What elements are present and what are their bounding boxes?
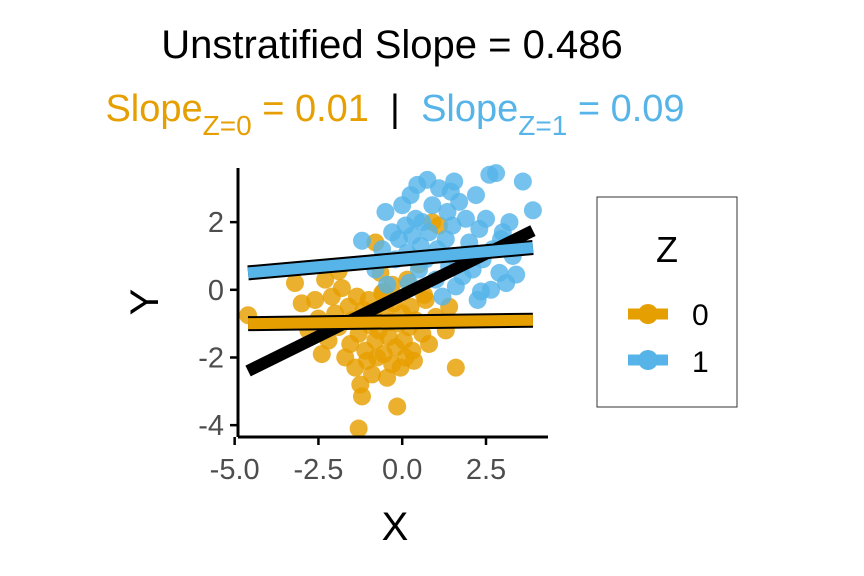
y-tick-label: -4 bbox=[198, 410, 224, 442]
point-z1-54 bbox=[418, 170, 437, 189]
point-z1-59 bbox=[401, 186, 420, 205]
point-z1-33 bbox=[456, 209, 475, 228]
point-z1-3 bbox=[376, 202, 395, 221]
x-axis-title: X bbox=[382, 505, 409, 549]
fit-lines-layer bbox=[245, 225, 536, 377]
point-z1-36 bbox=[466, 186, 485, 205]
x-tick-label: 0.0 bbox=[382, 454, 422, 486]
point-z0-63 bbox=[349, 419, 368, 438]
point-z0-26 bbox=[363, 365, 382, 384]
point-z1-18 bbox=[420, 223, 439, 242]
subtitle-z1-word: Slope bbox=[421, 88, 518, 130]
x-tick-label: -5.0 bbox=[210, 454, 260, 486]
point-z0-6 bbox=[316, 270, 335, 289]
subtitle-z1-value: = 0.09 bbox=[567, 88, 684, 130]
legend-title: Z bbox=[656, 229, 678, 270]
point-z0-62 bbox=[446, 358, 465, 377]
x-tick-label: 2.5 bbox=[466, 454, 506, 486]
point-z1-50 bbox=[513, 172, 532, 191]
point-z1-27 bbox=[443, 216, 462, 235]
point-z0-56 bbox=[420, 334, 439, 353]
point-z0-49 bbox=[401, 297, 420, 316]
point-z1-43 bbox=[487, 164, 506, 183]
point-z1-25 bbox=[438, 202, 457, 221]
x-ticks: -5.0 -2.5 0.0 2.5 bbox=[210, 437, 506, 486]
subtitle-z0: SlopeZ=0 = 0.01 bbox=[105, 88, 379, 141]
point-z1-40 bbox=[477, 209, 495, 228]
legend-box bbox=[596, 196, 738, 408]
subtitle-z0-word: Slope bbox=[105, 88, 202, 130]
point-z1-55 bbox=[378, 275, 397, 294]
y-tick-label: -2 bbox=[198, 342, 224, 374]
legend-label-1: 1 bbox=[692, 346, 709, 379]
point-z0-66 bbox=[312, 345, 331, 364]
legend-key-0 bbox=[628, 304, 668, 324]
subtitle-z1-subscript: Z=1 bbox=[518, 110, 567, 141]
point-z1-19 bbox=[423, 196, 442, 215]
point-z0-20 bbox=[353, 387, 371, 406]
fit-line-0 bbox=[247, 314, 533, 330]
chart-title: Unstratified Slope = 0.486 bbox=[161, 23, 622, 67]
point-z1-23 bbox=[433, 287, 452, 306]
legend-key-1 bbox=[628, 350, 668, 370]
point-z1-0 bbox=[353, 231, 371, 250]
legend-key-1-point bbox=[638, 350, 658, 370]
point-z1-51 bbox=[523, 201, 542, 220]
subtitle-z0-subscript: Z=0 bbox=[203, 110, 252, 141]
y-ticks: -4 -2 0 2 bbox=[198, 207, 238, 442]
y-tick-label: 2 bbox=[208, 207, 224, 239]
y-axis-title: Y bbox=[123, 289, 167, 316]
subtitle-z0-value: = 0.01 bbox=[252, 88, 369, 130]
point-z0-41 bbox=[388, 397, 407, 416]
point-z0-35 bbox=[378, 368, 397, 387]
subtitle-separator: | bbox=[380, 88, 411, 130]
legend-key-0-point bbox=[638, 304, 658, 324]
x-tick-label: -2.5 bbox=[293, 454, 343, 486]
chart-subtitle: SlopeZ=0 = 0.01 | SlopeZ=1 = 0.09 bbox=[105, 88, 684, 141]
y-tick-label: 0 bbox=[208, 275, 224, 307]
legend: Z 0 1 bbox=[596, 196, 738, 408]
subtitle-z1: SlopeZ=1 = 0.09 bbox=[411, 88, 685, 141]
point-z1-49 bbox=[507, 265, 526, 284]
point-z1-47 bbox=[500, 213, 519, 232]
point-z1-53 bbox=[441, 182, 460, 201]
point-z0-1 bbox=[285, 274, 304, 293]
point-z0-4 bbox=[306, 290, 325, 309]
point-z0-11 bbox=[332, 279, 351, 298]
fit-line-1 bbox=[247, 242, 534, 279]
point-z1-24 bbox=[436, 230, 455, 249]
legend-label-0: 0 bbox=[692, 299, 709, 332]
point-z1-56 bbox=[482, 280, 501, 299]
point-z0-51 bbox=[404, 351, 423, 370]
